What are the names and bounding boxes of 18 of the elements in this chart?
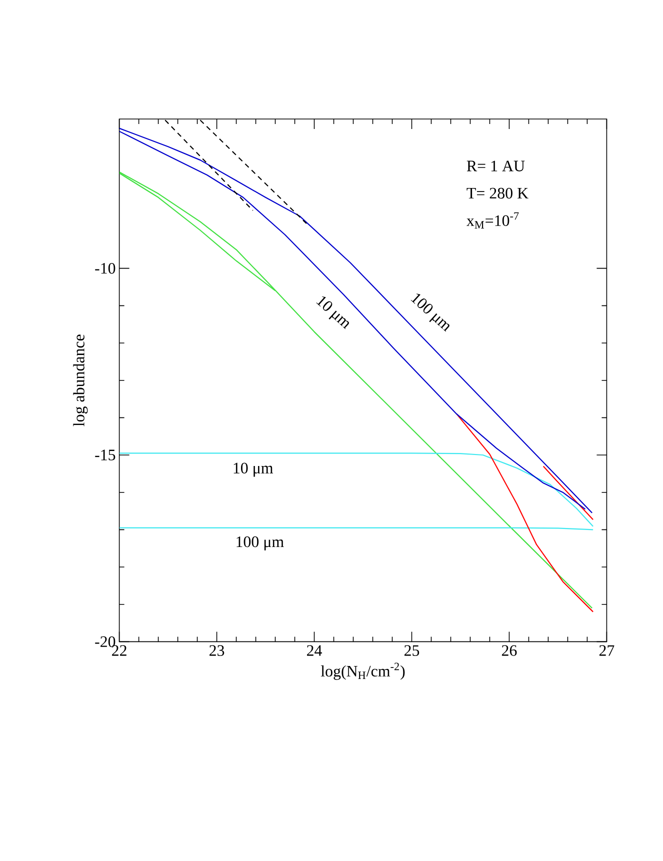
annotation: 10 μm: [234, 462, 274, 477]
x-tick-label: 26: [502, 645, 517, 656]
x-tick-label: 24: [306, 645, 322, 656]
y-tick-label: -20: [95, 636, 116, 648]
annotation: T= 280 K: [466, 188, 528, 199]
x-tick-label: 27: [599, 645, 614, 656]
x-axis-title: log(N$_{H}$/cm$^{-2}$): [320, 662, 405, 680]
x-tick-label: 23: [210, 645, 224, 656]
y-axis-title: log abundance: [73, 334, 88, 426]
annotation: 100 μm: [236, 536, 284, 550]
annotation: x$_{M}$=10$^{-7}$: [466, 212, 519, 228]
x-tick-label: 25: [404, 645, 420, 656]
y-tick-label: -15: [95, 450, 116, 460]
annotation: 100 μm: [410, 294, 450, 332]
annotation: R= 1 AU: [466, 160, 525, 172]
y-tick-label: -10: [95, 262, 116, 274]
x-tick-label: 22: [112, 645, 126, 656]
annotation: 10 μm: [316, 296, 349, 330]
